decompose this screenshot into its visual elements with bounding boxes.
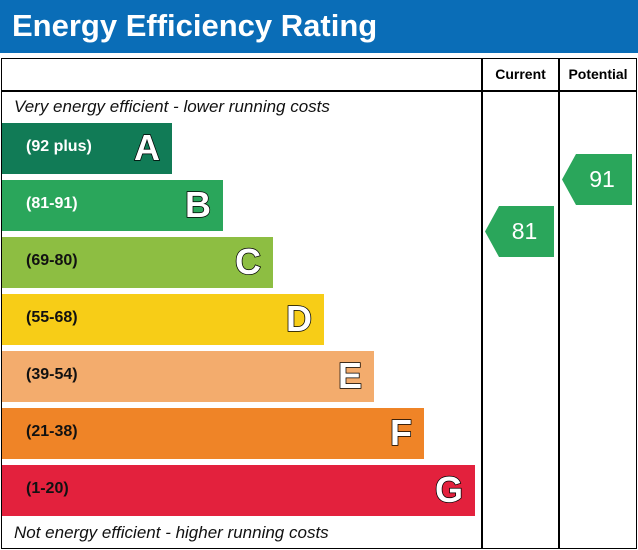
divider bbox=[558, 58, 560, 549]
header: Energy Efficiency Rating bbox=[0, 0, 638, 53]
current-rating-arrow: 81 bbox=[485, 206, 554, 257]
top-caption: Very energy efficient - lower running co… bbox=[14, 97, 330, 116]
band-range: (81-91) bbox=[26, 195, 78, 212]
band-letter: D bbox=[285, 297, 313, 340]
band-a: (92 plus) A bbox=[2, 123, 172, 174]
chart-title: Energy Efficiency Rating bbox=[12, 8, 378, 43]
column-header-current: Current bbox=[495, 66, 546, 82]
band-f: (21-38) F bbox=[2, 408, 424, 459]
band-d: (55-68) D bbox=[2, 294, 324, 345]
band-range: (92 plus) bbox=[26, 138, 92, 155]
divider bbox=[481, 58, 483, 549]
band-range: (1-20) bbox=[26, 480, 69, 497]
band-letter: F bbox=[389, 411, 413, 454]
band-range: (69-80) bbox=[26, 252, 78, 269]
bottom-caption: Not energy efficient - higher running co… bbox=[14, 523, 329, 542]
band-c: (69-80) C bbox=[2, 237, 273, 288]
band-letter: G bbox=[434, 468, 464, 511]
current-rating-value: 81 bbox=[511, 218, 538, 244]
divider bbox=[1, 90, 637, 92]
band-range: (39-54) bbox=[26, 366, 78, 383]
band-letter: B bbox=[184, 183, 212, 226]
band-range: (21-38) bbox=[26, 423, 78, 440]
potential-rating-arrow: 91 bbox=[562, 154, 632, 205]
potential-rating-value: 91 bbox=[589, 166, 615, 192]
band-range: (55-68) bbox=[26, 309, 78, 326]
band-b: (81-91) B bbox=[2, 180, 223, 231]
band-g: (1-20) G bbox=[2, 465, 475, 516]
band-letter: C bbox=[234, 240, 262, 283]
band-letter: E bbox=[337, 354, 363, 397]
chart-frame bbox=[1, 58, 637, 549]
band-e: (39-54) E bbox=[2, 351, 374, 402]
band-letter: A bbox=[133, 126, 161, 169]
column-header-potential: Potential bbox=[568, 66, 628, 82]
